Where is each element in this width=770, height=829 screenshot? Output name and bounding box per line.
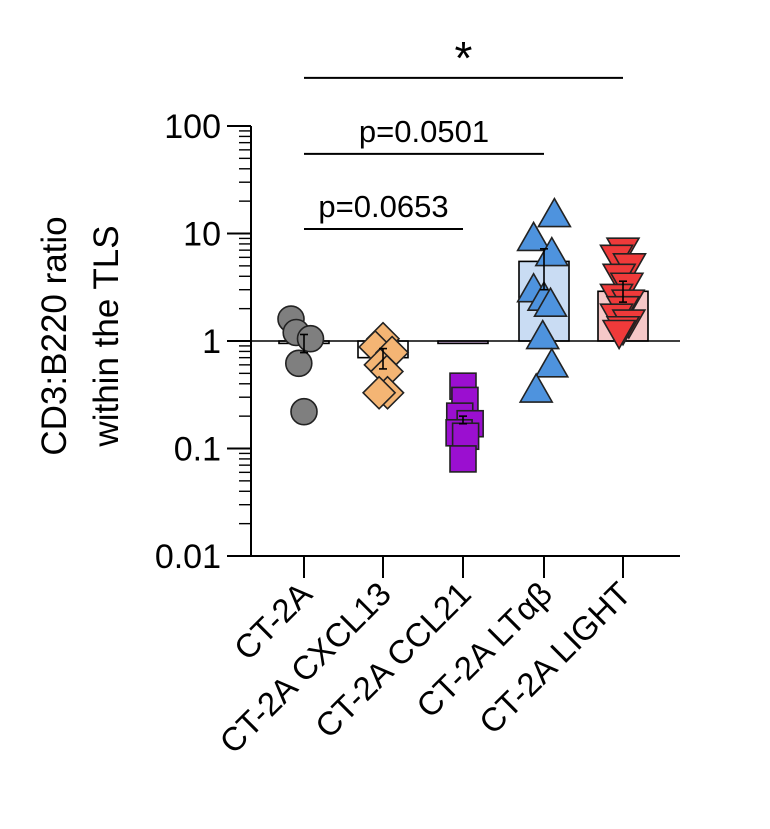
y-tick-label: 1	[202, 323, 221, 361]
data-point	[525, 318, 561, 350]
data-point	[537, 196, 572, 228]
error-bars	[300, 248, 627, 425]
data-point	[290, 397, 318, 426]
bars	[278, 260, 649, 359]
y-tick-label: 10	[183, 216, 221, 254]
data-point	[284, 349, 313, 378]
data-point	[516, 220, 551, 252]
significance-annotations: * p=0.0501 p=0.0653	[304, 32, 623, 231]
y-axis-label-line: CD3:B220 ratio	[35, 216, 74, 455]
data-point	[533, 286, 568, 317]
data-points	[277, 196, 647, 473]
data-point	[449, 445, 477, 473]
y-axis-label-line: within the TLS	[87, 225, 126, 447]
data-point	[296, 324, 325, 353]
significance-label: p=0.0653	[318, 189, 448, 224]
axes: 100 10 1 0.1 0.01	[155, 108, 680, 578]
y-tick-label: 0.1	[174, 431, 221, 469]
data-point	[361, 375, 397, 410]
y-tick-label: 100	[164, 108, 221, 146]
significance-label: *	[455, 32, 473, 84]
y-tick-label: 0.01	[155, 538, 221, 576]
data-point	[534, 347, 570, 378]
data-point	[451, 422, 480, 451]
significance-label: p=0.0501	[359, 114, 489, 149]
data-point	[601, 319, 637, 351]
data-point	[518, 372, 554, 403]
y-axis-label: CD3:B220 ratio within the TLS	[35, 216, 126, 455]
